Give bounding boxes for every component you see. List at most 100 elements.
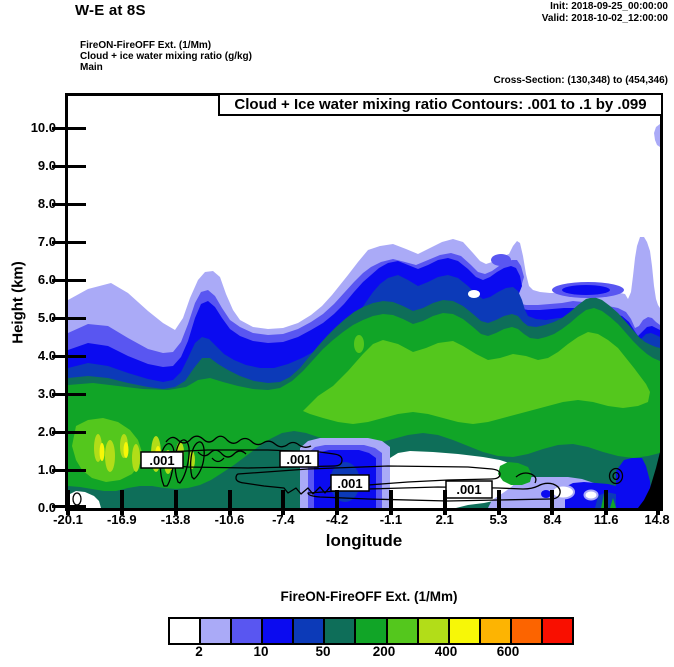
cross-section-label: Cross-Section: (130,348) to (454,346) [493,75,668,86]
colorbar-label: 200 [372,644,396,659]
x-tick-label: -20.1 [53,512,83,527]
colorbar-title: FireON-FireOFF Ext. (1/Mm) [280,589,458,604]
x-tick-label: 5.3 [489,512,508,527]
colorbar-cell [294,619,326,643]
colorbar-cell [511,619,543,643]
x-tick-label: -10.6 [214,512,245,527]
band-blue-dot [541,490,551,498]
colorbar-label: 600 [496,644,520,659]
model-times: Init: 2018-09-25_00:00:00 Valid: 2018-10… [542,1,668,24]
blob-blueviolet-horn [491,254,511,266]
x-tick [173,490,178,515]
x-tick [66,490,70,515]
contour-label-boxes: .001 .001 .001 .001 [140,450,493,499]
x-tick-label: 8.4 [543,512,562,527]
y-tick-label: 9.0 [37,158,56,173]
contour-label-2: .001 [286,452,311,467]
y-tick-label: 4.0 [37,348,56,363]
x-axis-title: longitude [325,531,403,550]
y-tick [52,468,86,472]
colorbar-cell [387,619,419,643]
domain-label: Main [80,62,103,73]
colorbar-label: 10 [253,644,269,659]
y-tick-label: 0.0 [37,500,56,515]
x-tick [388,490,393,515]
colorbar-cell [418,619,450,643]
y-tick [52,354,86,358]
contour-label-4: .001 [456,482,481,497]
clear-corner-left [68,491,101,508]
fill-level-lightgreen [303,332,650,424]
band-hole-white-1 [551,484,575,500]
colorbar-cell [232,619,264,643]
colorbar-label: 50 [315,644,331,659]
x-tick-label: -1.1 [379,512,403,527]
colorbar-label: 2 [195,644,203,659]
x-tick [550,490,555,515]
y-tick-label: 5.0 [37,310,56,325]
colorbar-cell [449,619,481,643]
x-tick-label: 2.1 [435,512,454,527]
plot-area: .001 .001 .001 .001 Cloud + Ice water mi… [65,93,663,511]
colorbar-cell [542,619,573,643]
y-tick [52,202,86,206]
colorbar-cell [201,619,233,643]
colorbar-cell [480,619,512,643]
y-tick-label: 7.0 [37,234,56,249]
y-tick-label: 6.0 [37,272,56,287]
y-tick-label: 8.0 [37,196,56,211]
x-tick-label: 11.6 [593,512,619,527]
x-tick [656,490,660,515]
y-tick [52,430,86,434]
blob-blue-band [562,285,610,295]
x-tick-label: -7.4 [272,512,295,527]
terrain-wedge [638,452,660,508]
x-tick-label: -13.8 [160,512,191,527]
fill-field-label: FireON-FireOFF Ext. (1/Mm) [80,40,212,51]
colorbar-label: 400 [434,644,458,659]
y-tick [52,316,86,320]
contour-field-label: Cloud + ice water mixing ratio (g/kg) [80,51,252,62]
y-tick [52,392,86,396]
plot-title-box: Cloud + Ice water mixing ratio Contours:… [218,93,663,116]
contour-label-1: .001 [149,453,174,468]
x-tick [227,490,232,515]
band-hole-white-2 [583,489,599,501]
y-axis-title: Height (km) [9,261,27,344]
x-tick [604,490,609,515]
colorbar-cell [263,619,295,643]
green-patch-surface [498,462,532,485]
fill-lightgreen-dot [354,335,364,353]
fill-lavender-topright-sliver [654,124,660,147]
y-tick-label: 1.0 [37,462,56,477]
y-tick-label: 3.0 [37,386,56,401]
x-tick [119,490,124,515]
y-tick [52,278,86,282]
contour-lines [72,435,624,506]
band-blue-column [616,458,652,508]
y-tick [52,240,86,244]
y-tick [52,126,86,130]
contour-label-3: .001 [337,476,362,491]
x-tick-label: -4.2 [325,512,349,527]
colorbar [168,617,574,645]
y-tick-label: 10.0 [30,120,56,135]
valid-time: Valid: 2018-10-02_12:00:00 [541,12,668,24]
field-description: FireON-FireOFF Ext. (1/Mm) Cloud + ice w… [80,40,252,73]
colorbar-cell [356,619,388,643]
x-tick [335,490,340,515]
x-tick [442,490,447,515]
contour-field: .001 .001 .001 .001 [68,124,660,508]
page-title: W-E at 8S [75,2,146,19]
x-tick-label: -16.9 [106,512,137,527]
y-tick-label: 2.0 [37,424,56,439]
x-tick [496,490,501,515]
colorbar-cell [170,619,202,643]
x-tick-label: 14.8 [644,512,670,527]
hole-white-midlevel [468,290,480,298]
x-tick [281,490,286,515]
y-tick [52,164,86,168]
colorbar-cell [325,619,357,643]
init-time: Init: 2018-09-25_00:00:00 [550,1,668,12]
